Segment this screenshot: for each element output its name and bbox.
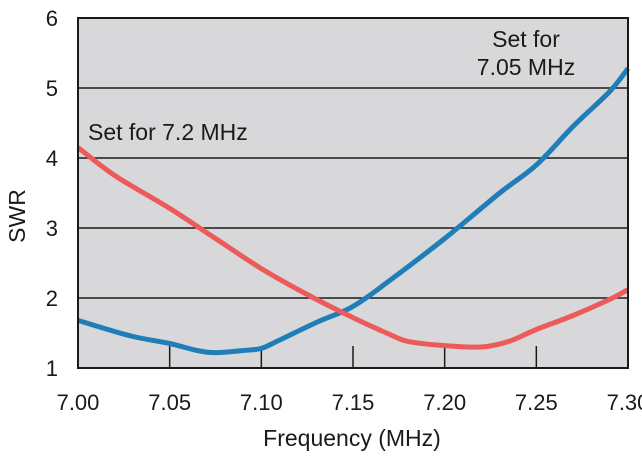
y-tick-label: 4 (46, 146, 58, 171)
series-line-set-for-7-05-mhz (77, 66, 630, 356)
x-tick-label: 7.30 (607, 390, 642, 415)
x-tick-label: 7.15 (332, 390, 375, 415)
x-tick-label: 7.25 (515, 390, 558, 415)
x-tick-label: 7.20 (423, 390, 466, 415)
gridlines (78, 87, 628, 299)
series-group (76, 66, 630, 356)
plot-area (78, 18, 628, 368)
annotation-red: Set for 7.2 MHz (88, 119, 248, 145)
plot-border (77, 17, 629, 369)
series-line-set-for-7-2-mhz (76, 145, 630, 350)
x-tick-labels: 7.00 7.05 7.10 7.15 7.20 7.25 7.30 (57, 390, 642, 415)
x-tick-label: 7.00 (57, 390, 100, 415)
annotation-blue-line1: Set for (492, 26, 560, 52)
x-axis-label: Frequency (MHz) (263, 425, 441, 451)
y-tick-label: 2 (46, 286, 58, 311)
x-tick-label: 7.10 (240, 390, 283, 415)
annotation-blue-line2: 7.05 MHz (477, 54, 575, 80)
y-tick-label: 3 (46, 216, 58, 241)
x-axis-ticks (168, 346, 538, 368)
x-tick-label: 7.05 (148, 390, 191, 415)
y-tick-label: 1 (46, 356, 58, 381)
y-tick-label: 5 (46, 76, 58, 101)
y-axis-label: SWR (4, 189, 30, 243)
y-tick-label: 6 (46, 6, 58, 31)
y-tick-labels: 1 2 3 4 5 6 (46, 6, 58, 381)
